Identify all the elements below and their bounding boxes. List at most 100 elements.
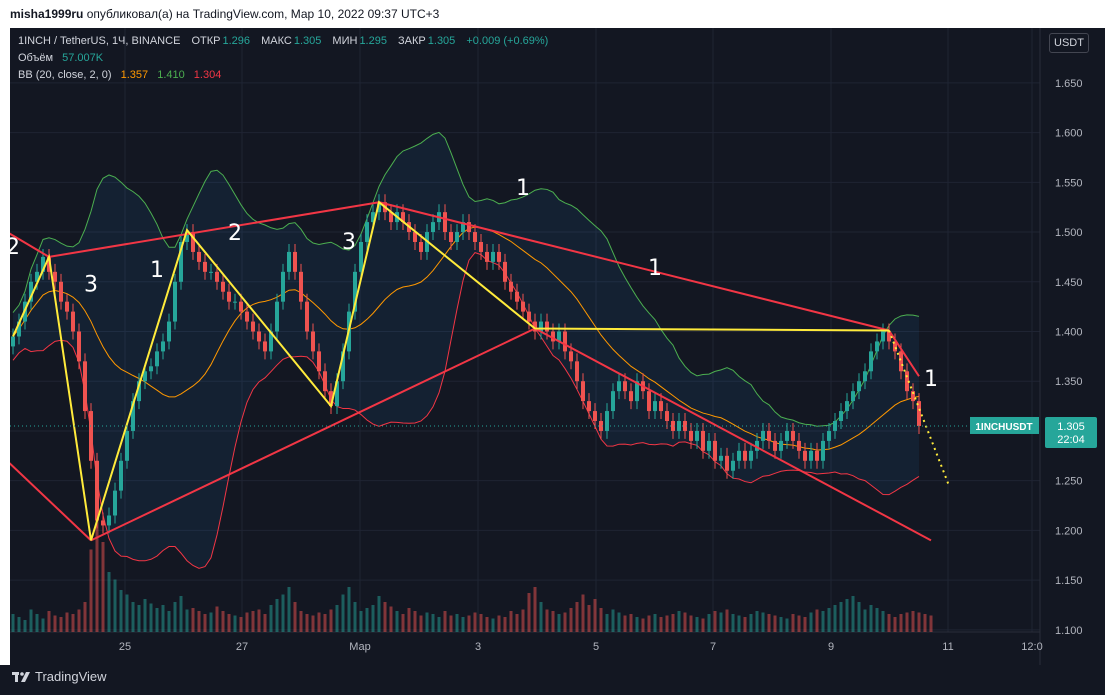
tradingview-logo[interactable]: TradingView	[12, 669, 107, 684]
candle-body	[245, 311, 249, 322]
bollinger-band-fill	[13, 132, 919, 569]
volume-value: 57.007K	[62, 52, 104, 64]
volume-bar	[701, 618, 705, 632]
bb-label[interactable]: BB (20, close, 2, 0)	[18, 69, 112, 81]
candle-body	[791, 430, 795, 441]
candle-body	[713, 440, 717, 461]
volume-bar	[755, 611, 759, 632]
candle-body	[335, 381, 339, 407]
volume-label[interactable]: Объём	[18, 52, 54, 64]
candle-body	[203, 261, 207, 272]
volume-bar	[857, 602, 861, 632]
volume-bar	[341, 594, 345, 632]
volume-bar	[671, 614, 675, 632]
volume-bar	[95, 512, 99, 632]
volume-bar	[431, 614, 435, 632]
volume-bar	[605, 614, 609, 632]
candle-body	[821, 440, 825, 461]
y-tick-label: 1.200	[1055, 525, 1083, 537]
volume-bar	[713, 611, 717, 632]
candle-body	[875, 341, 879, 352]
candle-body	[353, 271, 357, 312]
candle-body	[839, 411, 843, 422]
x-tick-label: 12:0	[1021, 641, 1042, 653]
volume-bar	[503, 617, 507, 632]
currency-button[interactable]: USDT	[1049, 33, 1089, 53]
x-tick-label: 5	[593, 641, 599, 653]
volume-bar	[407, 608, 411, 632]
volume-bar	[395, 611, 399, 632]
candle-body	[269, 331, 273, 352]
y-tick-label: 1.650	[1055, 78, 1083, 90]
candle-body	[173, 281, 177, 322]
candle-body	[17, 321, 21, 337]
wave-label: 3	[342, 230, 356, 255]
volume-bar	[311, 615, 315, 632]
candle-body	[449, 232, 453, 242]
volume-bar	[317, 612, 321, 632]
volume-bar	[809, 612, 813, 632]
volume-bar	[527, 593, 531, 632]
volume-bar	[221, 611, 225, 632]
candle-body	[803, 450, 807, 461]
volume-bar	[521, 609, 525, 632]
volume-bar	[473, 612, 477, 632]
volume-bar	[107, 572, 111, 632]
candle-body	[401, 212, 405, 223]
candle-body	[287, 251, 291, 272]
volume-bar	[629, 614, 633, 632]
candle-body	[629, 391, 633, 402]
candle-body	[191, 232, 195, 252]
candle-body	[785, 430, 789, 441]
volume-bar	[233, 615, 237, 632]
candle-body	[617, 381, 621, 392]
volume-bar	[71, 614, 75, 632]
volume-bar	[59, 617, 63, 632]
candle-body	[563, 331, 567, 352]
volume-bar	[917, 612, 921, 632]
wave-projection	[888, 330, 950, 487]
volume-bar	[707, 614, 711, 632]
volume-bar	[905, 612, 909, 632]
symbol-tag	[970, 416, 1039, 434]
volume-bar	[773, 615, 777, 632]
candle-body	[251, 321, 255, 332]
volume-bar	[467, 615, 471, 632]
volume-bar	[179, 596, 183, 632]
volume-bar	[269, 605, 273, 632]
candle-body	[467, 222, 471, 233]
volume-bar	[419, 615, 423, 632]
volume-bar	[251, 611, 255, 632]
candle-body	[461, 222, 465, 233]
volume-bar	[455, 614, 459, 632]
candle-body	[809, 450, 813, 461]
chart-area[interactable]: 2 3 1 2 3 1 1 1 1.650 1.600 1.550 1.500 1.450 1.400 1.…	[10, 28, 1105, 665]
volume-bar	[401, 614, 405, 632]
candle-body	[281, 271, 285, 302]
symbol-title[interactable]: 1INCH / TetherUS, 1Ч, BINANCE	[18, 35, 181, 47]
candle-body	[11, 336, 15, 347]
candle-body	[419, 241, 423, 252]
candle-body	[539, 321, 543, 332]
candle-body	[797, 440, 801, 451]
candle-body	[731, 460, 735, 471]
volume-bar	[599, 608, 603, 632]
trendline-lower-2	[90, 327, 536, 542]
candle-body	[443, 212, 447, 233]
wave-label: 3	[84, 273, 98, 298]
trendline-lower-3	[534, 327, 932, 542]
y-tick-label: 1.600	[1055, 128, 1083, 140]
close-label: ЗАКР	[398, 35, 426, 47]
candle-body	[485, 251, 489, 262]
volume-bar	[665, 615, 669, 632]
volume-bar	[557, 614, 561, 632]
candle-body	[71, 311, 75, 332]
volume-bar	[41, 618, 45, 632]
volume-bar	[623, 615, 627, 632]
volume-bar	[845, 599, 849, 632]
volume-bar	[647, 615, 651, 632]
y-tick-label: 1.450	[1055, 277, 1083, 289]
volume-bar	[425, 612, 429, 632]
author-name[interactable]: misha1999ru	[10, 7, 84, 21]
